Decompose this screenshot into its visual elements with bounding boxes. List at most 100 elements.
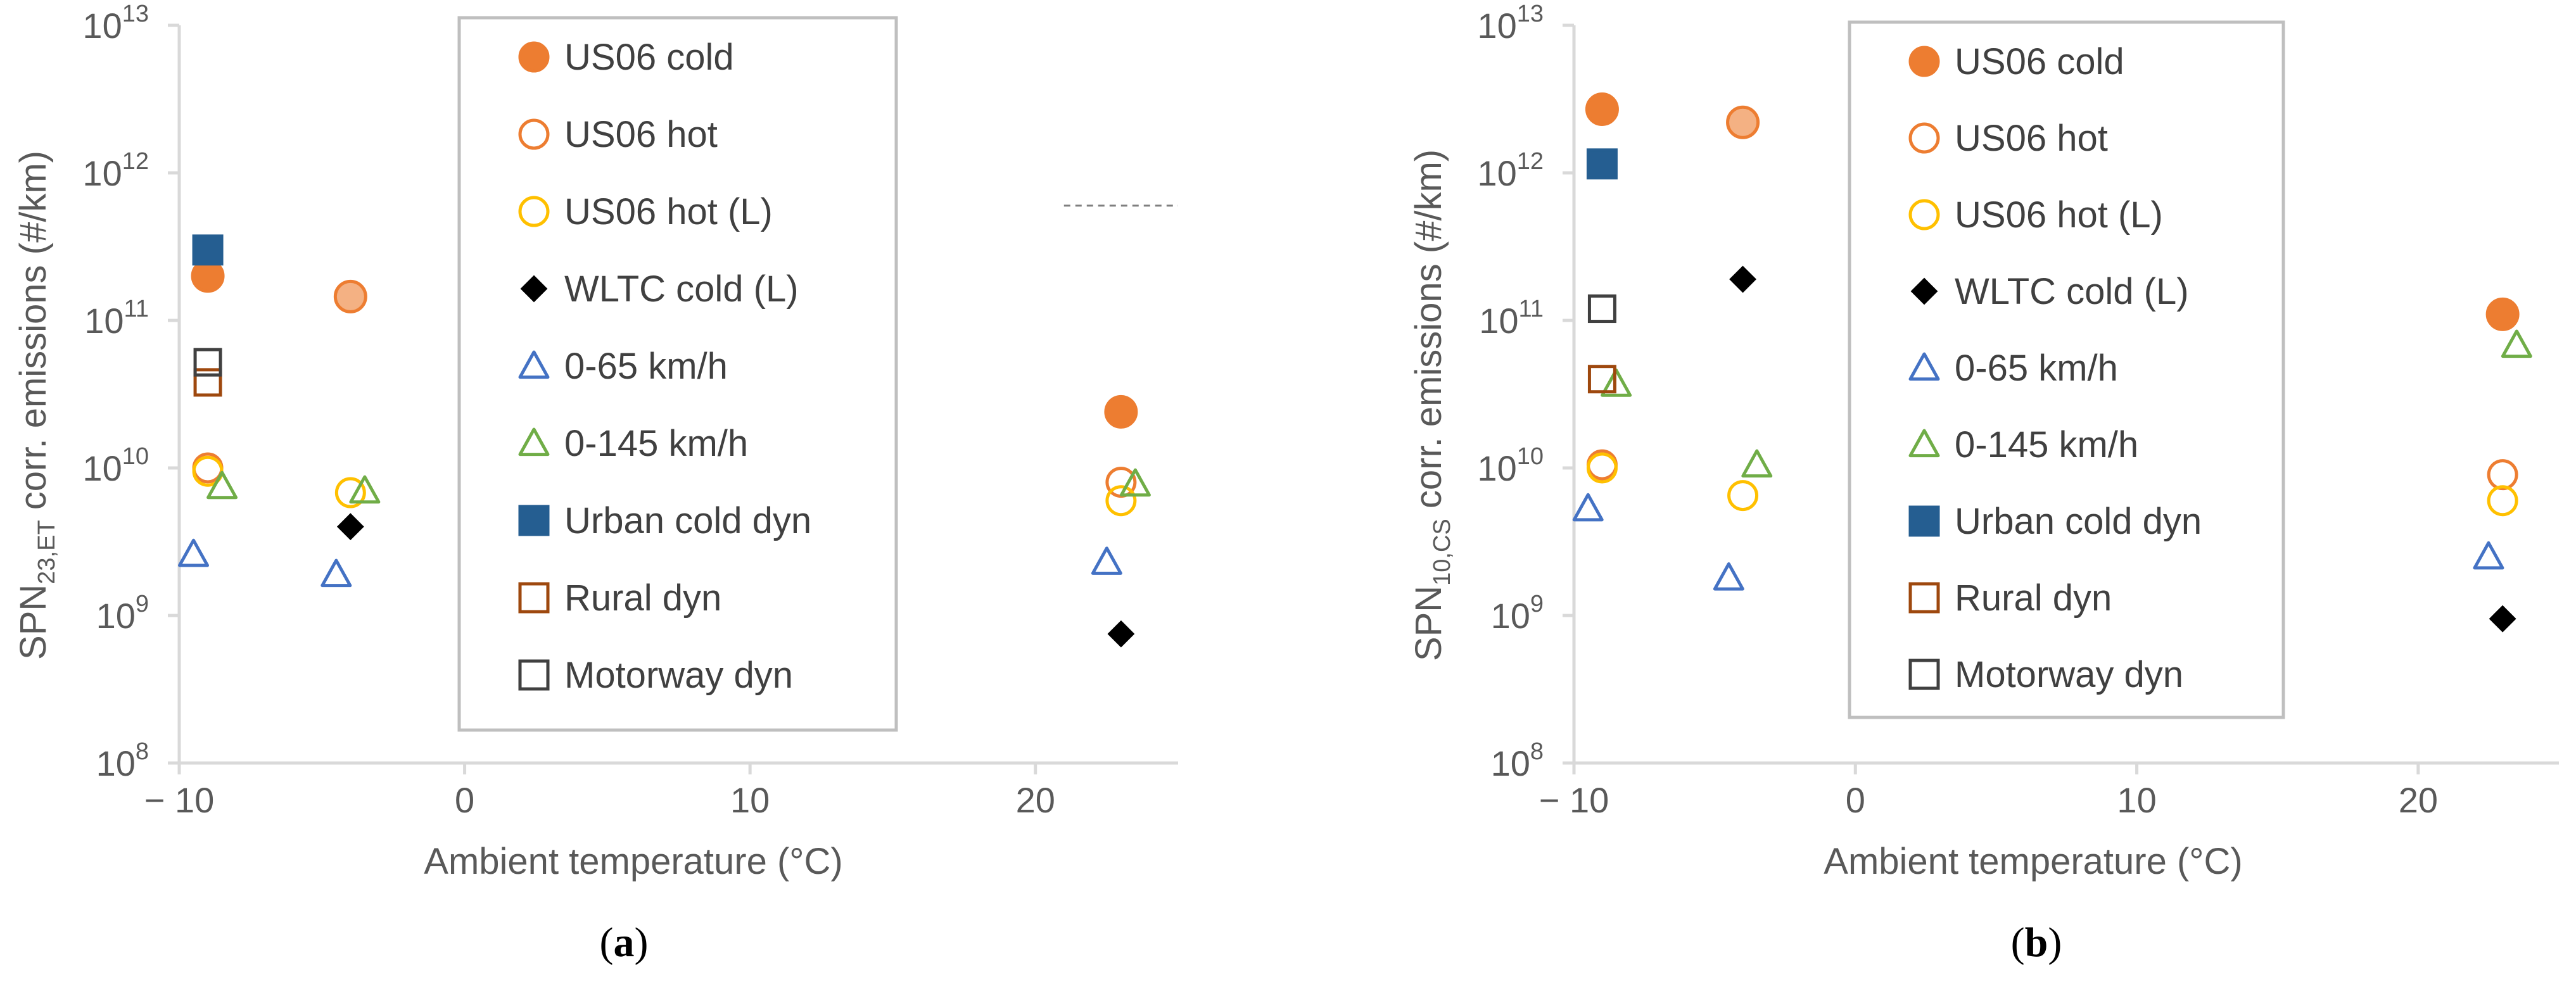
legend-label: 0-145 km/h [1955,424,2138,465]
legend-label: Rural dyn [564,577,721,619]
data-point: US06 cold: 23 °C, 110000000000 [2485,297,2520,331]
data-point: 0-145 km/h: -3.5 °C, 7000000000 [349,475,381,504]
legend-marker [1908,505,1940,537]
legend-marker [518,196,550,227]
y-tick-label: 108 [96,738,149,783]
data-point: US06 cold: 23 °C, 24000000000 [1104,394,1138,429]
panel-a-plot-area: 108 109 1010 1011 1012 1013 − 10 0 10 20 US06 cold… [82,1,1178,820]
data-point: US06 hot (L): -4 °C, 6800000000 [334,477,366,508]
legend-marker [518,350,550,379]
panel-a: 108 109 1010 1011 1012 1013 − 10 0 10 20 US06 cold… [13,1,1178,966]
data-point: 0-145 km/h: -3.5 °C, 10500000000 [1741,449,1773,478]
legend-label: 0-145 km/h [564,423,748,464]
data-point: Urban cold dyn: -9 °C, 300000000000 [192,234,224,266]
data-point: Motorway dyn: -9 °C, 120000000000 [1587,294,1616,324]
data-point: Motorway dyn: -9 °C, 52000000000 [193,348,222,377]
x-tick-label: 10 [2117,780,2156,820]
x-tick-label: − 10 [1539,780,1609,820]
legend-marker [518,659,550,691]
panel-b-y-axis-title: SPN10,CS corr. emissions (#/km) [1408,149,1456,661]
y-tick-label: 1012 [82,148,149,193]
x-tick-label: 0 [1846,780,1865,820]
data-point: Rural dyn: -9 °C, 40000000000 [1587,365,1616,394]
y-tick-label: 1010 [1477,443,1544,488]
x-tick-label: − 10 [144,780,215,820]
panel-b-legend-box [1848,20,2285,719]
data-point: 0-145 km/h: 23.5 °C, 68000000000 [2501,329,2532,358]
legend-marker [518,41,550,73]
x-tick-label: 20 [1016,780,1055,820]
data-point: 0-65 km/h: -9.5 °C, 5300000000 [1572,493,1604,522]
legend-label: 0-65 km/h [564,346,728,387]
legend-label: US06 cold [1955,41,2124,82]
legend-marker [518,582,550,614]
data-point: US06 hot (L): -9 °C, 10000000000 [1586,452,1618,484]
data-point: 0-65 km/h: -9.5 °C, 2600000000 [178,538,210,567]
y-tick-label: 109 [96,591,149,636]
panel-b-plot-area: 108 109 1010 1011 1012 1013 − 10 0 10 20 US06 cold… [1477,1,2559,820]
data-point: Rural dyn: -9 °C, 38000000000 [193,368,222,397]
legend-marker [1908,659,1940,690]
legend-label: Motorway dyn [1955,654,2183,695]
legend-label: 0-65 km/h [1955,348,2118,389]
data-point: Urban cold dyn: -9 °C, 1150000000000 [1586,148,1618,180]
legend-label: Urban cold dyn [1955,501,2202,542]
data-point: 0-65 km/h: -4.5 °C, 1900000000 [320,558,352,588]
panel-b: 108 109 1010 1011 1012 1013 − 10 0 10 20 US06 cold… [1408,1,2559,966]
legend-label: Urban cold dyn [564,500,811,541]
legend-label: WLTC cold (L) [564,268,799,310]
data-point: WLTC cold (L): -4 °C, 4000000000 [336,513,364,541]
legend-label: US06 hot [1955,118,2108,159]
panel-b-x-axis-title: Ambient temperature (°C) [1824,841,2242,882]
legend-marker [1908,582,1940,614]
y-tick-label: 1013 [1477,1,1544,46]
panel-a-x-axis-title: Ambient temperature (°C) [424,841,842,882]
legend-marker [520,275,548,303]
panel-b-caption: (b) [2011,919,2062,966]
y-tick-label: 108 [1491,738,1544,783]
panel-a-legend-rows: US06 cold US06 hot US06 hot (L) WLTC cold (… [518,37,811,696]
y-tick-label: 1010 [82,443,149,488]
data-point: WLTC cold (L): 23 °C, 950000000 [2489,605,2516,633]
data-point: WLTC cold (L): -4 °C, 190000000000 [1729,265,1756,293]
panel-a-y-axis-title: SPN23,ET corr. emissions (#/km) [13,151,60,660]
legend-label: US06 hot (L) [564,191,773,232]
y-tick-label: 1012 [1477,148,1544,193]
legend-label: US06 hot (L) [1955,194,2163,236]
data-point: 0-65 km/h: -4.5 °C, 1800000000 [1713,562,1744,591]
y-tick-label: 1011 [1479,296,1544,341]
legend-marker [1908,122,1940,154]
legend-label: Motorway dyn [564,655,793,696]
y-tick-label: 1013 [82,1,149,46]
legend-marker [518,118,550,150]
legend-label: US06 hot [564,114,718,155]
legend-marker [518,505,550,536]
legend-marker [1908,199,1940,230]
legend-label: WLTC cold (L) [1955,271,2189,312]
data-point: 0-65 km/h: 22.5 °C, 2500000000 [2473,541,2504,570]
legend-marker [1908,46,1940,77]
data-point: 0-65 km/h: 22.5 °C, 2300000000 [1091,546,1122,575]
data-point: 0-145 km/h: -8.5 °C, 7500000000 [206,470,238,500]
legend-marker [1908,429,1940,458]
data-point: US06 hot (L): -4 °C, 6500000000 [1727,480,1759,512]
legend-label: US06 cold [564,37,734,78]
panel-a-legend: US06 cold US06 hot US06 hot (L) WLTC cold (… [457,16,898,732]
data-point: US06 hot (L): 23 °C, 6000000000 [2487,485,2518,517]
data-point: US06 cold (light): -4 °C, 2200000000000 [1726,105,1760,139]
panel-b-legend-rows: US06 cold US06 hot US06 hot (L) WLTC cold (… [1908,41,2202,695]
x-tick-label: 20 [2399,780,2438,820]
legend-label: Rural dyn [1955,577,2112,619]
y-tick-label: 1011 [84,296,149,341]
legend-marker [518,427,550,457]
data-point: US06 cold: -9 °C, 2700000000000 [1585,92,1619,126]
y-tick-label: 109 [1491,591,1544,636]
panel-b-legend: US06 cold US06 hot US06 hot (L) WLTC cold (… [1848,20,2285,719]
legend-marker [1908,352,1940,381]
legend-marker [1910,277,1938,305]
data-point: 0-145 km/h: 23.5 °C, 7800000000 [1119,468,1151,497]
data-point: WLTC cold (L): 23 °C, 750000000 [1107,620,1135,648]
data-point: US06 hot: 23 °C, 9000000000 [2487,459,2518,491]
data-point: US06 hot (L): 23 °C, 6000000000 [1105,485,1137,517]
